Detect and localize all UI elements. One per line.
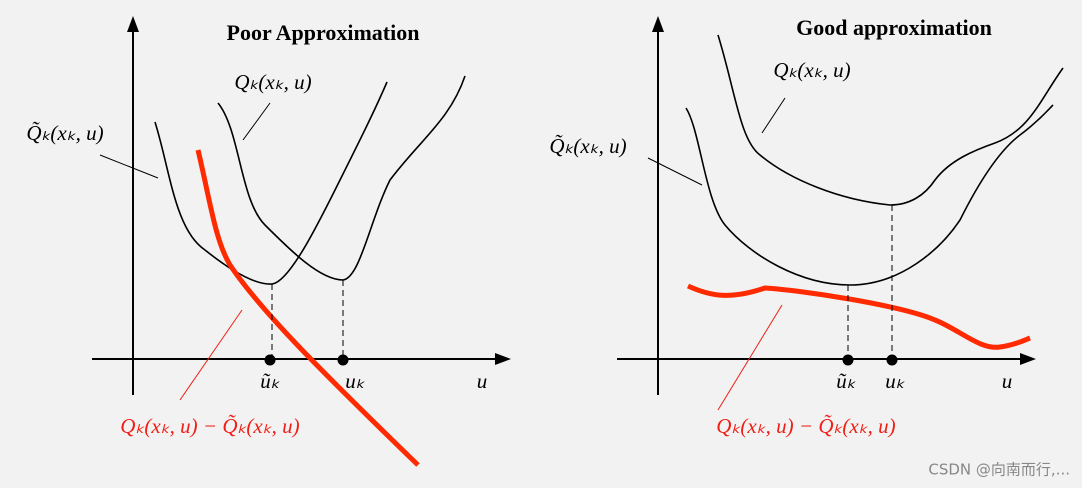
q-label: Qₖ(xₖ, u) <box>773 58 850 82</box>
panel-title: Good approximation <box>796 15 992 40</box>
panel-poor: Poor Approximation Qₖ(xₖ, u) Q̃ₖ(xₖ, u) … <box>26 16 511 467</box>
arrowhead <box>1020 353 1036 365</box>
difference-label: Qₖ(xₖ, u) − Q̃ₖ(xₖ, u) <box>716 414 895 438</box>
leader-line <box>179 309 243 401</box>
q-label: Qₖ(xₖ, u) <box>234 70 311 94</box>
q-curve <box>717 34 1064 206</box>
panel-title: Poor Approximation <box>227 20 420 45</box>
point <box>264 354 276 366</box>
q-tilde-curve <box>685 104 1054 286</box>
q-tilde-label: Q̃ₖ(xₖ, u) <box>549 134 626 158</box>
axis-label: u <box>1002 369 1013 393</box>
axis-label: u <box>477 369 488 393</box>
leader-line <box>242 102 271 141</box>
difference-label: Qₖ(xₖ, u) − Q̃ₖ(xₖ, u) <box>120 414 299 438</box>
difference-curve <box>195 149 420 467</box>
u-tilde-label: ũₖ <box>260 369 281 393</box>
u-tilde-label: ũₖ <box>836 369 857 393</box>
leader-line <box>761 97 786 134</box>
point <box>337 354 349 366</box>
difference-curve <box>686 283 1031 350</box>
point <box>886 354 898 366</box>
q-tilde-label: Q̃ₖ(xₖ, u) <box>26 121 103 145</box>
leader-line <box>717 304 783 411</box>
arrowhead <box>495 353 511 365</box>
leader-line <box>647 157 703 186</box>
u-label: uₖ <box>885 369 906 393</box>
arrowhead <box>652 16 664 32</box>
panel-good: Good approximation Qₖ(xₖ, u) Q̃ₖ(xₖ, u) … <box>549 15 1064 438</box>
q-tilde-curve <box>154 81 388 285</box>
watermark: CSDN @向南而行,... <box>928 461 1070 479</box>
arrowhead <box>127 16 139 32</box>
u-label: uₖ <box>345 369 366 393</box>
point <box>842 354 854 366</box>
leader-line <box>99 154 159 179</box>
